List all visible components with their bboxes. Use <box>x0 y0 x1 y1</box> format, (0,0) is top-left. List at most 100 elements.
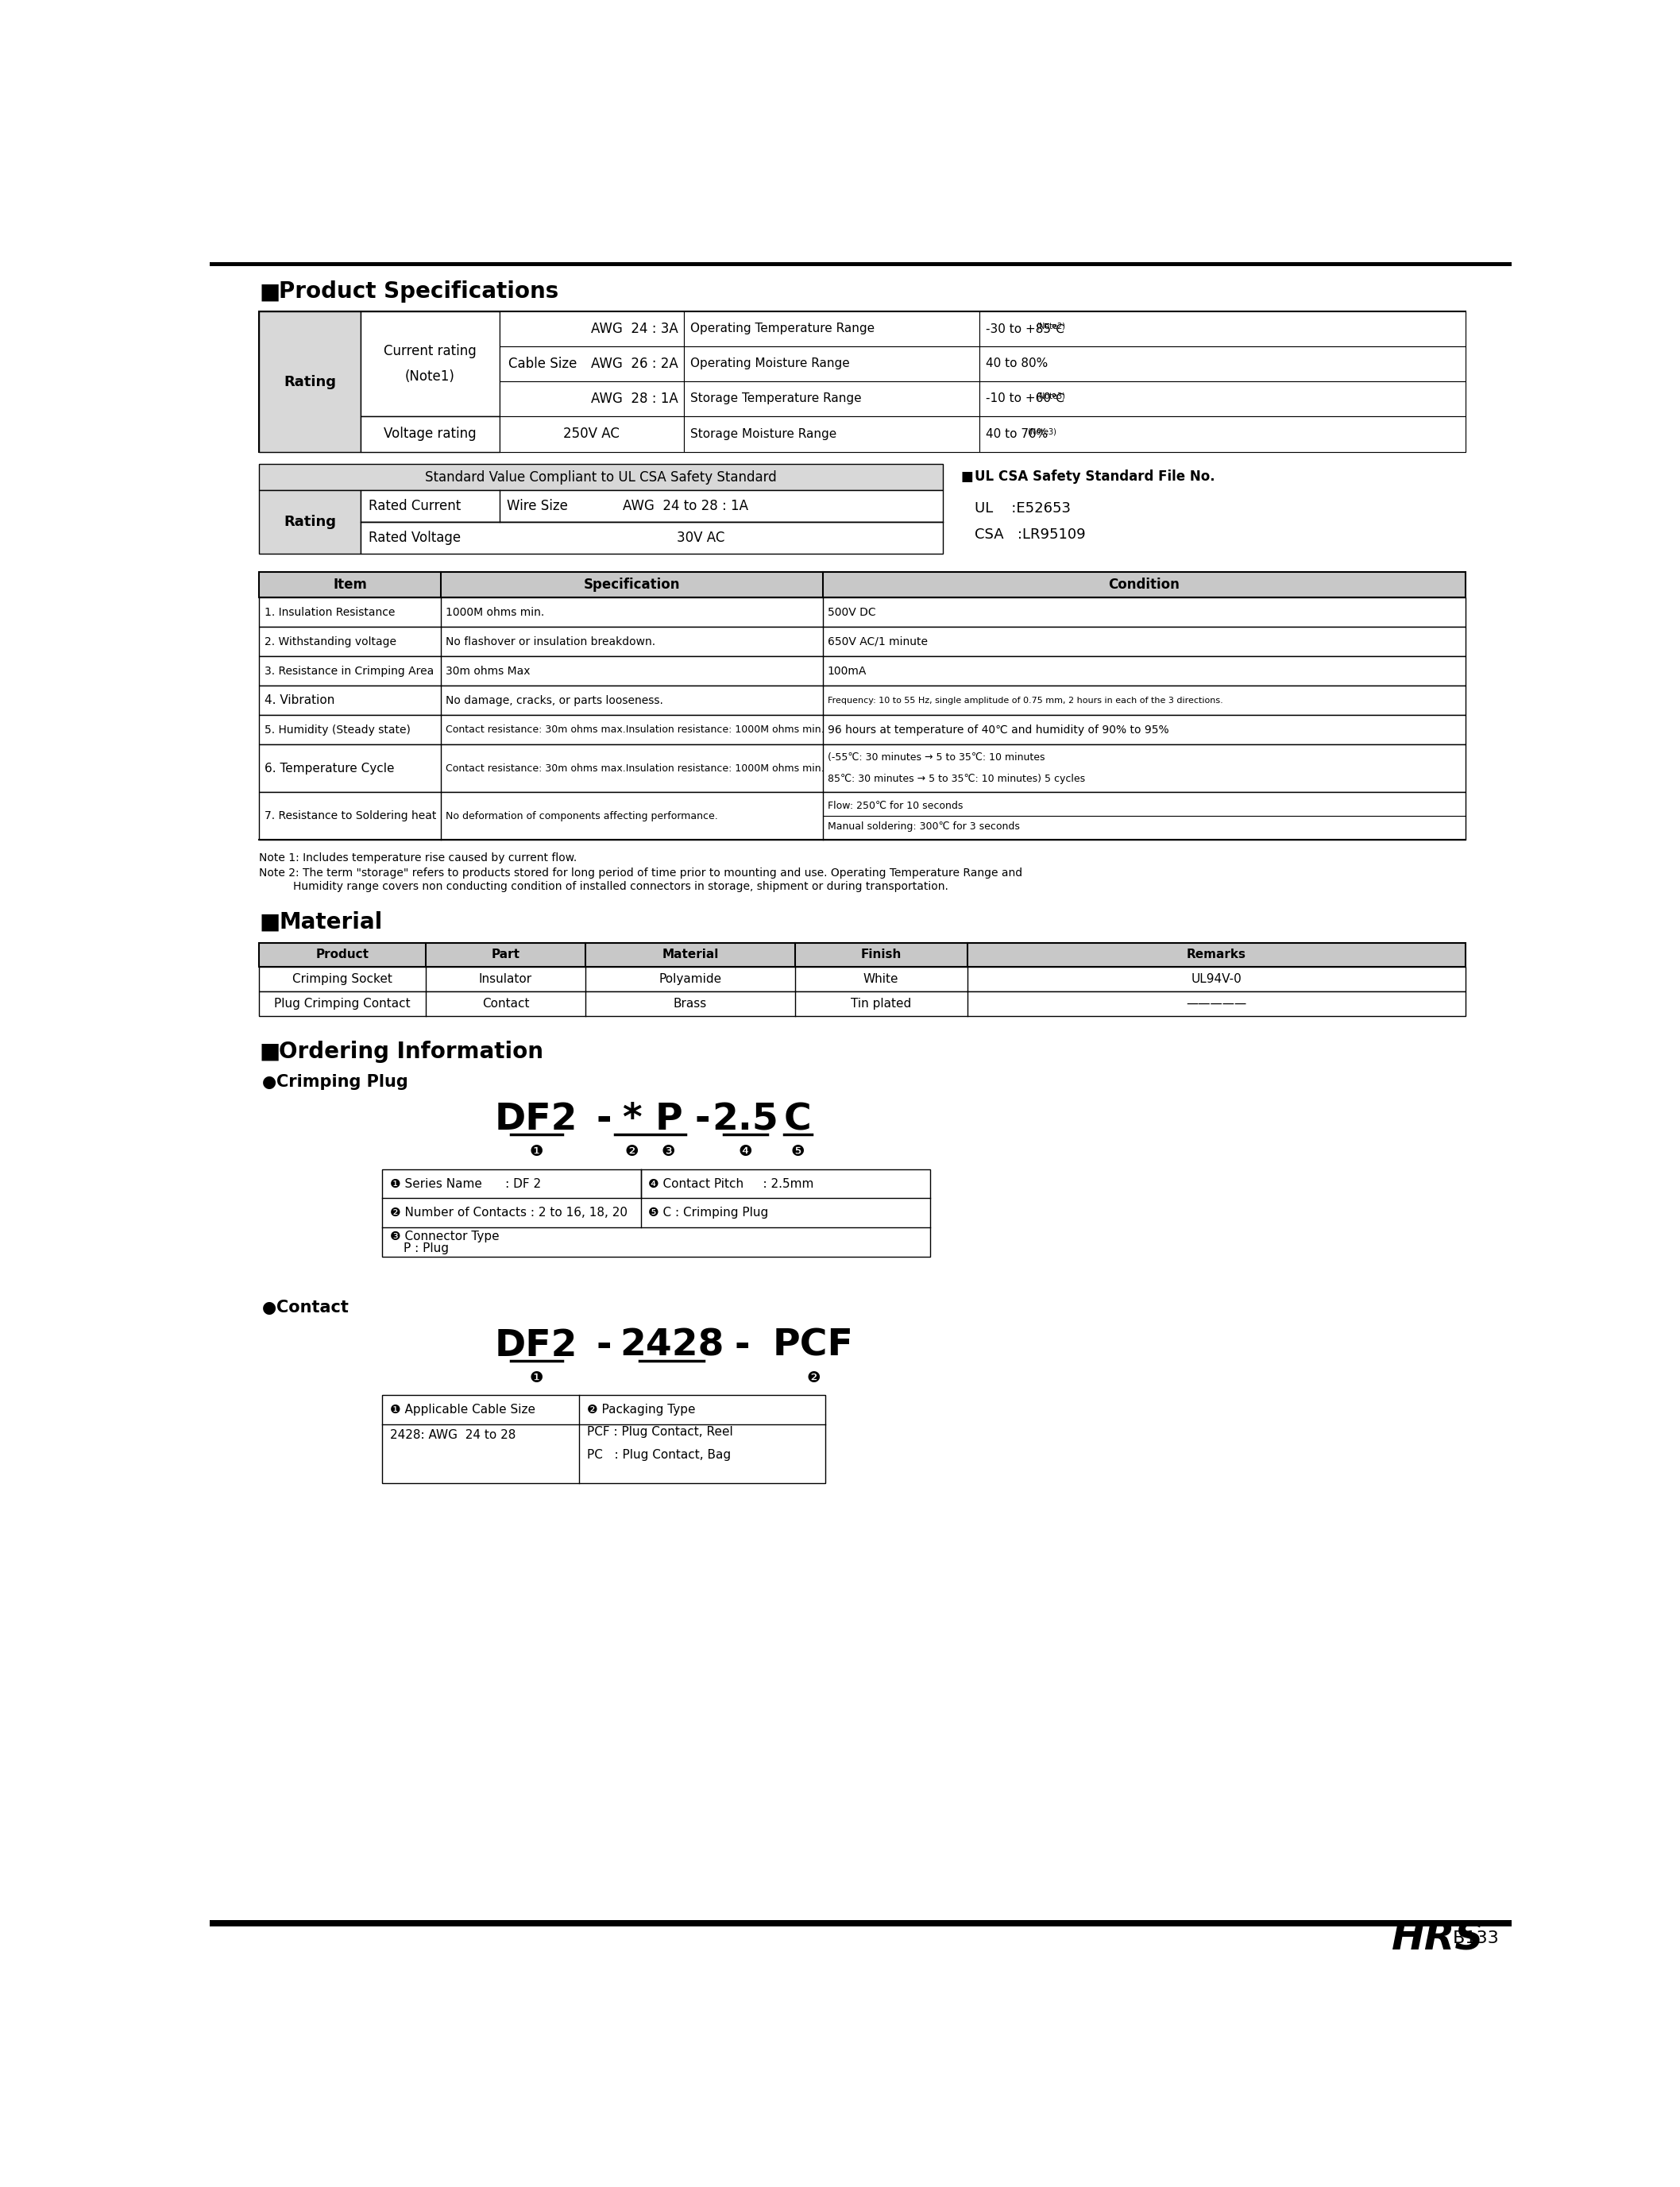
Text: Operating Temperature Range: Operating Temperature Range <box>690 324 875 335</box>
Text: 96 hours at temperature of 40℃ and humidity of 90% to 95%: 96 hours at temperature of 40℃ and humid… <box>828 724 1169 735</box>
Text: UL    :E52653: UL :E52653 <box>974 501 1070 516</box>
Text: Ordering Information: Ordering Information <box>279 1041 543 1063</box>
Text: Rating: Rating <box>284 514 336 529</box>
Text: Condition: Condition <box>1109 577 1179 593</box>
Text: AWG  24 to 28 : 1A: AWG 24 to 28 : 1A <box>623 499 748 514</box>
Bar <box>259 792 1467 840</box>
Text: Remarks: Remarks <box>1186 949 1247 960</box>
Text: —————: ————— <box>1186 997 1247 1010</box>
Text: ❶: ❶ <box>529 1144 543 1159</box>
Bar <box>259 597 1467 628</box>
Text: Tin plated: Tin plated <box>850 997 911 1010</box>
Text: Item: Item <box>333 577 366 593</box>
Text: Product: Product <box>316 949 370 960</box>
Bar <box>684 416 979 453</box>
Text: 500V DC: 500V DC <box>828 606 875 619</box>
Text: Frequency: 10 to 55 Hz, single amplitude of 0.75 mm, 2 hours in each of the 3 di: Frequency: 10 to 55 Hz, single amplitude… <box>828 695 1223 704</box>
Bar <box>259 490 361 553</box>
Text: Crimping Socket: Crimping Socket <box>292 973 393 986</box>
Text: Voltage rating: Voltage rating <box>383 426 477 442</box>
Text: ❷ Number of Contacts : 2 to 16, 18, 20: ❷ Number of Contacts : 2 to 16, 18, 20 <box>390 1207 627 1218</box>
Text: 650V AC/1 minute: 650V AC/1 minute <box>828 636 927 647</box>
Text: 1. Insulation Resistance: 1. Insulation Resistance <box>264 606 395 619</box>
Text: Material: Material <box>279 910 383 934</box>
Text: (Note1): (Note1) <box>405 370 455 383</box>
Text: (-55℃: 30 minutes → 5 to 35℃: 10 minutes: (-55℃: 30 minutes → 5 to 35℃: 10 minutes <box>828 752 1045 763</box>
Text: Note 2: The term "storage" refers to products stored for long period of time pri: Note 2: The term "storage" refers to pro… <box>259 868 1023 879</box>
Bar <box>383 1170 931 1258</box>
Text: Rating: Rating <box>284 374 336 389</box>
Text: 7. Resistance to Soldering heat: 7. Resistance to Soldering heat <box>264 811 437 822</box>
Text: ■: ■ <box>961 470 973 483</box>
Bar <box>979 311 1467 346</box>
Text: Part: Part <box>491 949 519 960</box>
Text: DF2: DF2 <box>496 1328 578 1365</box>
Bar <box>979 346 1467 381</box>
Text: Standard Value Compliant to UL CSA Safety Standard: Standard Value Compliant to UL CSA Safet… <box>425 470 776 483</box>
Bar <box>684 311 979 346</box>
Bar <box>684 346 979 381</box>
Text: ❷: ❷ <box>625 1144 638 1159</box>
Text: PC   : Plug Contact, Bag: PC : Plug Contact, Bag <box>586 1450 731 1461</box>
Text: UL94V-0: UL94V-0 <box>1191 973 1242 986</box>
Text: (Note3): (Note3) <box>1028 429 1057 435</box>
Text: ❹: ❹ <box>739 1144 753 1159</box>
Text: White: White <box>864 973 899 986</box>
Text: Rated Voltage: Rated Voltage <box>368 531 460 545</box>
Text: PCF: PCF <box>773 1328 853 1365</box>
Text: No damage, cracks, or parts looseness.: No damage, cracks, or parts looseness. <box>445 695 664 706</box>
Text: 3. Resistance in Crimping Area: 3. Resistance in Crimping Area <box>264 665 433 676</box>
Bar <box>361 311 499 416</box>
Text: ❸ Connector Type: ❸ Connector Type <box>390 1231 499 1242</box>
Bar <box>499 346 684 381</box>
Text: Contact: Contact <box>482 997 529 1010</box>
Text: 4. Vibration: 4. Vibration <box>264 695 334 706</box>
Text: DF2: DF2 <box>496 1102 578 1137</box>
Bar <box>259 967 1467 991</box>
Text: Wire Size: Wire Size <box>507 499 568 514</box>
Bar <box>383 1395 825 1483</box>
Text: 6. Temperature Cycle: 6. Temperature Cycle <box>264 763 395 774</box>
Text: 1000M ohms min.: 1000M ohms min. <box>445 606 544 619</box>
Text: Current rating: Current rating <box>383 343 477 359</box>
Text: P : Plug: P : Plug <box>403 1242 449 1253</box>
Bar <box>259 628 1467 656</box>
Text: 40 to 70%: 40 to 70% <box>986 429 1048 440</box>
Text: Contact resistance: 30m ohms max.Insulation resistance: 1000M ohms min.: Contact resistance: 30m ohms max.Insulat… <box>445 763 825 774</box>
Bar <box>499 311 684 346</box>
Text: Storage Moisture Range: Storage Moisture Range <box>690 429 837 440</box>
Text: Note 1: Includes temperature rise caused by current flow.: Note 1: Includes temperature rise caused… <box>259 853 578 864</box>
Bar <box>259 687 1467 715</box>
Text: ❺: ❺ <box>791 1144 805 1159</box>
Bar <box>979 381 1467 416</box>
Bar <box>210 1920 1512 1927</box>
Bar <box>259 464 942 490</box>
Text: Contact: Contact <box>277 1299 349 1317</box>
Bar <box>499 381 684 416</box>
Text: Product Specifications: Product Specifications <box>279 280 559 304</box>
Text: 2428: AWG  24 to 28: 2428: AWG 24 to 28 <box>390 1430 516 1441</box>
Text: No flashover or insulation breakdown.: No flashover or insulation breakdown. <box>445 636 655 647</box>
Text: 2428: 2428 <box>620 1328 724 1365</box>
Text: HRS: HRS <box>1393 1920 1485 1957</box>
Text: 30V AC: 30V AC <box>677 531 726 545</box>
Text: Storage Temperature Range: Storage Temperature Range <box>690 394 862 405</box>
Text: Insulator: Insulator <box>479 973 533 986</box>
Text: ■: ■ <box>259 280 281 304</box>
Text: C: C <box>785 1102 811 1137</box>
Text: AWG  26 : 2A: AWG 26 : 2A <box>591 356 677 372</box>
Text: 100mA: 100mA <box>828 665 867 676</box>
Text: PCF : Plug Contact, Reel: PCF : Plug Contact, Reel <box>586 1426 732 1439</box>
Text: ❸: ❸ <box>662 1144 675 1159</box>
Text: Manual soldering: 300℃ for 3 seconds: Manual soldering: 300℃ for 3 seconds <box>828 822 1020 831</box>
Bar <box>361 490 942 523</box>
Bar <box>499 416 684 453</box>
Text: -: - <box>596 1328 612 1365</box>
Text: Cable Size: Cable Size <box>509 356 578 372</box>
Text: (Note2): (Note2) <box>1037 321 1065 330</box>
Text: Crimping Plug: Crimping Plug <box>277 1074 408 1089</box>
Text: 85℃: 30 minutes → 5 to 35℃: 10 minutes) 5 cycles: 85℃: 30 minutes → 5 to 35℃: 10 minutes) … <box>828 774 1085 783</box>
Text: ❶: ❶ <box>529 1369 543 1384</box>
Text: (Note3): (Note3) <box>1037 391 1065 400</box>
Bar <box>361 416 499 453</box>
